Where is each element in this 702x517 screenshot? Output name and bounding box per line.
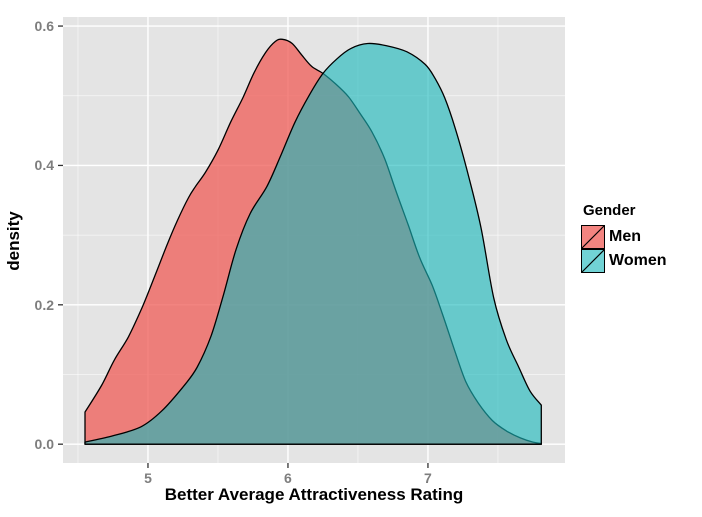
legend-key-women-swatch-icon xyxy=(581,249,605,273)
x-tick-label: 5 xyxy=(144,470,152,486)
y-tick-label: 0.0 xyxy=(34,436,54,453)
y-tick-label: 0.2 xyxy=(34,296,54,313)
y-tick-label: 0.6 xyxy=(34,18,54,35)
legend-label-women: Women xyxy=(609,252,667,269)
legend-title: Gender xyxy=(583,202,636,219)
x-axis-title: Better Average Attractiveness Rating xyxy=(164,485,464,504)
legend-item-men: Men xyxy=(581,225,666,249)
y-tick-label: 0.4 xyxy=(34,157,54,174)
legend-label-men: Men xyxy=(609,228,641,245)
x-tick-label: 7 xyxy=(424,470,432,486)
legend: Gender Men Women xyxy=(581,202,666,273)
density-area-women xyxy=(84,42,542,445)
legend-item-women: Women xyxy=(581,249,666,273)
y-axis-title: density xyxy=(4,211,23,271)
legend-key-men-swatch-icon xyxy=(581,225,605,249)
x-tick-label: 6 xyxy=(284,470,292,486)
